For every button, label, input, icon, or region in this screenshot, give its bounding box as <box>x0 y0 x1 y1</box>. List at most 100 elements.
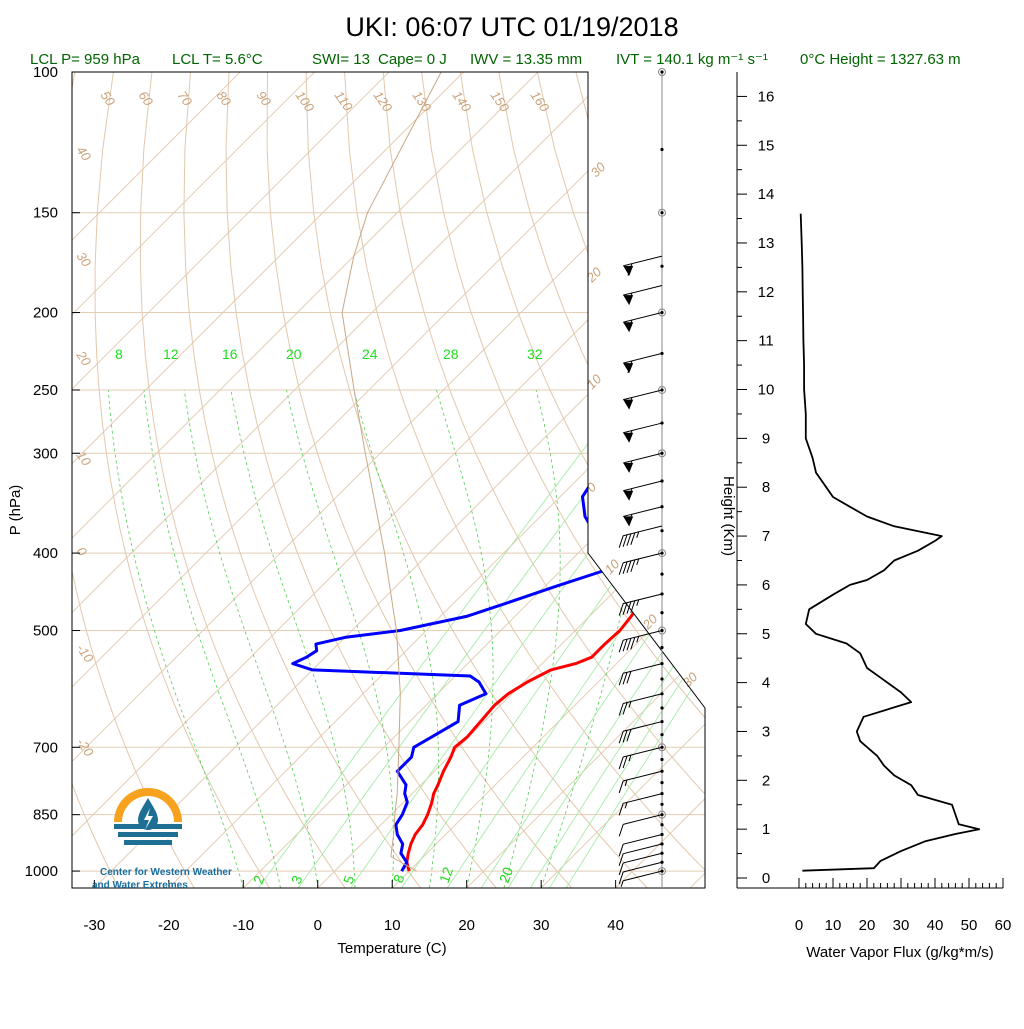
wind-level-dot <box>660 148 663 151</box>
dry-adiabat-line <box>923 72 1024 888</box>
isotherm-line <box>94 72 910 888</box>
pressure-tick-label: 200 <box>33 305 58 322</box>
wind-barb-staff <box>623 313 662 323</box>
wind-barb-staff <box>623 256 662 266</box>
temperature-tick-label: 40 <box>607 917 624 934</box>
wind-barb <box>619 664 662 686</box>
wind-barb-flag <box>623 562 627 574</box>
isotherm-line <box>0 72 612 888</box>
dry-adiabat-line <box>0 72 119 888</box>
logo-line1: Center for Western Weather <box>100 867 232 878</box>
wind-barb-flag <box>631 601 635 613</box>
height-tick-label: 11 <box>758 333 774 350</box>
isotherm-line <box>541 72 1024 888</box>
wind-barb-pennant <box>623 516 633 526</box>
wind-barb-staff <box>623 835 662 845</box>
dry-adiabat-label: 40 <box>74 143 95 164</box>
wind-barb-staff <box>623 871 662 881</box>
mixing-ratio-line <box>481 361 839 888</box>
wind-level-dot <box>660 803 663 806</box>
temperature-tick-label: 10 <box>384 917 401 934</box>
mixing-ratio-line <box>508 361 861 888</box>
wind-barb-staff <box>623 771 662 781</box>
flux-tick-label: 60 <box>995 917 1012 934</box>
wind-barb-pennant <box>623 463 633 473</box>
mixing-ratio-label: 20 <box>286 346 302 362</box>
isotherm-line <box>0 72 464 888</box>
mixing-ratio-line <box>549 361 895 888</box>
wind-barb-flag <box>619 781 623 793</box>
wind-level-dot <box>660 758 663 761</box>
dry-adiabat-line <box>267 72 572 888</box>
wind-barb <box>623 453 662 473</box>
wind-barb-flag <box>627 602 631 614</box>
wind-barb-pennant <box>623 491 633 501</box>
height-tick-label: 16 <box>758 88 775 105</box>
wind-barb-staff <box>623 390 662 400</box>
moist-adiabat-label: 30 <box>588 159 609 180</box>
wind-barb <box>619 553 662 575</box>
cape-label: Cape= 0 J <box>378 51 447 68</box>
wind-level-dot <box>660 733 663 736</box>
flux-axis-title: Water Vapor Flux (g/kg*m/s) <box>806 944 994 961</box>
height-tick-label: 8 <box>762 479 770 496</box>
wind-barb-staff <box>623 526 662 536</box>
wind-barb <box>619 794 662 816</box>
wind-barb-staff <box>623 594 662 604</box>
dry-adiabat-label: 140 <box>450 88 475 115</box>
temperature-tick-label: -20 <box>158 917 180 934</box>
wind-barb-staff <box>623 453 662 463</box>
height-tick-label: 6 <box>762 577 770 594</box>
mixing-ratio-line <box>259 361 651 888</box>
dry-adiabat-line <box>769 72 1024 888</box>
wind-barb-pennant <box>623 400 633 410</box>
wind-barb-flag <box>619 536 623 548</box>
dry-adiabat-line <box>653 72 1024 888</box>
wind-barb-pennant <box>623 295 633 305</box>
moist-adiabat-label: 20 <box>639 611 661 633</box>
dry-adiabat-label: 120 <box>371 88 396 115</box>
isotherm-line <box>318 72 1024 888</box>
mixing-ratio-label: 16 <box>222 346 238 362</box>
pressure-tick-label: 300 <box>33 445 58 462</box>
wind-barb-staff <box>623 481 662 491</box>
wind-barb-staff <box>623 747 662 757</box>
wind-barb <box>619 526 662 548</box>
wind-barb-flag <box>623 703 627 715</box>
wind-barb <box>621 871 662 887</box>
dry-adiabat-line <box>884 72 1024 888</box>
wind-barb-staff <box>623 862 662 872</box>
wind-barb-staff <box>623 553 662 563</box>
height-axis-title: Height (Km) <box>720 476 737 556</box>
dry-adiabat-line <box>961 72 1024 888</box>
dry-adiabat-label: 100 <box>293 88 318 115</box>
wind-barb <box>619 771 662 793</box>
flux-tick-label: 10 <box>825 917 842 934</box>
wind-barb-column <box>619 69 665 889</box>
swi-label: SWI= 13 <box>312 51 370 68</box>
parcel-line <box>342 72 441 871</box>
mixing-ratio-label: 20 <box>496 865 516 885</box>
wind-barb-flag <box>623 603 627 615</box>
flux-tick-label: 30 <box>893 917 910 934</box>
dry-adiabat-label: 10 <box>74 448 95 469</box>
dry-adiabat-label: -10 <box>74 641 98 666</box>
isotherm-line <box>20 72 836 888</box>
pressure-tick-label: 1000 <box>25 863 58 880</box>
temperature-tick-label: 30 <box>533 917 550 934</box>
dry-adiabat-line <box>807 72 1024 888</box>
temperature-tick-label: 0 <box>314 917 322 934</box>
mixing-ratio-label: 12 <box>436 865 456 885</box>
wind-barb <box>623 313 662 333</box>
dry-adiabat-label: 60 <box>136 88 157 109</box>
dry-adiabat-label: 160 <box>528 88 553 115</box>
iwv-label: IWV = 13.35 mm <box>470 51 582 68</box>
pressure-tick-label: 850 <box>33 807 58 824</box>
wind-barb <box>623 390 662 410</box>
temperature-tick-label: -10 <box>232 917 254 934</box>
wind-level-dot <box>660 823 663 826</box>
dry-adiabat-label: 0 <box>74 544 91 559</box>
mixing-ratio-label: 12 <box>163 346 179 362</box>
